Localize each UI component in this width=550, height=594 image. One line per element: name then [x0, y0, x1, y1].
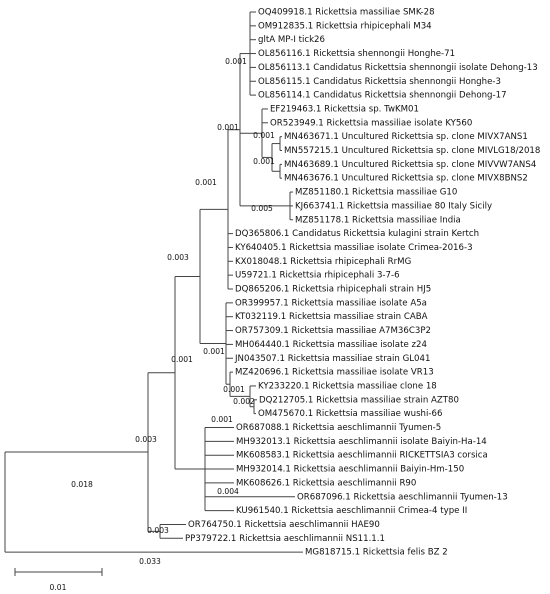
leaf-label: MK608583.1 Rickettsia aeschlimannii RICK… [236, 451, 488, 461]
leaf-label: JN043507.1 Rickettsia massiliae strain G… [234, 354, 430, 364]
branch-length-label: 0.001 [195, 178, 217, 187]
leaf-label: DQ365806.1 Candidatus Rickettsia kulagin… [235, 229, 479, 239]
leaf-label: OL856113.1 Candidatus Rickettsia shennon… [258, 63, 538, 73]
leaf-label: DQ212705.1 Rickettsia massiliae strain A… [259, 395, 459, 405]
branch-length-label: 0.033 [139, 557, 161, 566]
branch-length-label: 0.001 [253, 157, 275, 166]
leaf-label: EF219463.1 Rickettsia sp. TwKM01 [270, 104, 419, 114]
leaf-label: OR399957.1 Rickettsia massiliae isolate … [235, 298, 427, 308]
scale-label: 0.01 [50, 583, 67, 592]
leaf-label: KT032119.1 Rickettsia massiliae strain C… [235, 312, 428, 322]
leaf-label: OM912835.1 Rickettsia rhipicephali M34 [258, 21, 432, 31]
branch-length-label: 0.001 [217, 123, 239, 132]
leaf-label: OM475670.1 Rickettsia massiliae wushi-66 [258, 409, 442, 419]
branch-length-label: 0.003 [147, 526, 169, 535]
branch-length-label: 0.001 [203, 347, 225, 356]
branch-length-label: 0.001 [253, 131, 275, 140]
leaf-label: OL856116.1 Rickettsia shennongii Honghe-… [258, 49, 455, 59]
leaf-label: MZ851180.1 Rickettsia massiliae G10 [295, 188, 457, 198]
leaf-label: OL856114.1 Candidatus Rickettsia shennon… [258, 91, 507, 101]
leaf-label: MK608626.1 Rickettsia aeschlimannii R90 [236, 478, 416, 488]
leaf-label: DQ865206.1 Rickettsia rhipicephali strai… [235, 285, 431, 295]
branch-length-label: 0.001 [225, 57, 247, 66]
leaf-label: MZ420696.1 Rickettsia massiliae isolate … [235, 368, 434, 378]
leaf-label: KY640405.1 Rickettsia massiliae isolate … [235, 243, 473, 253]
leaf-label: PP379722.1 Rickettsia aeschlimannii NS11… [185, 534, 385, 544]
branch-length-label: 0.002 [233, 397, 255, 406]
leaf-label: MG818715.1 Rickettsia felis BZ 2 [305, 548, 448, 558]
branch-length-label: 0.003 [135, 435, 157, 444]
leaf-label: MH064440.1 Rickettsia massiliae isolate … [235, 340, 427, 350]
leaf-label: MH932014.1 Rickettsia aeschlimannii Baiy… [236, 465, 464, 475]
leaf-label: OL856115.1 Candidatus Rickettsia shennon… [258, 77, 501, 87]
branch-length-label: 0.005 [251, 204, 273, 213]
leaf-label: MH932013.1 Rickettsia aeschlimannii isol… [236, 437, 487, 447]
branch-length-label: 0.018 [71, 480, 93, 489]
leaf-label: KY233220.1 Rickettsia massiliae clone 18 [258, 381, 437, 391]
branch-length-label: 0.001 [171, 355, 193, 364]
leaf-label: MN463676.1 Uncultured Rickettsia sp. clo… [284, 174, 528, 184]
leaf-label: KX018048.1 Rickettsia rhipicephali RrMG [235, 257, 411, 267]
leaf-label: MN463671.1 Uncultured Rickettsia sp. clo… [284, 132, 528, 142]
leaf-label: MN463689.1 Uncultured Rickettsia sp. clo… [284, 160, 536, 170]
leaf-label: OR687096.1 Rickettsia aeschlimannii Tyum… [297, 492, 508, 502]
leaf-label: MN557215.1 Uncultured Rickettsia sp. clo… [284, 146, 540, 156]
branch-length-label: 0.001 [211, 415, 233, 424]
leaf-label: KU961540.1 Rickettsia aeschlimannii Crim… [236, 506, 467, 516]
leaf-label: U59721.1 Rickettsia rhipicephali 3-7-6 [235, 271, 400, 281]
branch-length-label: 0.003 [167, 253, 189, 262]
leaf-label: gltA MP-I tick26 [258, 35, 325, 45]
leaf-label: OR523949.1 Rickettsia massiliae isolate … [270, 118, 472, 128]
leaf-label: KJ663741.1 Rickettsia massiliae 80 Italy… [295, 201, 492, 211]
branch-length-label: 0.004 [217, 487, 239, 496]
branch-length-label: 0.001 [223, 385, 245, 394]
leaf-label: MZ851178.1 Rickettsia massiliae India [295, 215, 461, 225]
leaf-label: OR757309.1 Rickettsia massiliae A7M36C3P… [235, 326, 431, 336]
leaf-label: OQ409918.1 Rickettsia massiliae SMK-28 [258, 8, 435, 18]
leaf-label: OR764750.1 Rickettsia aeschlimannii HAE9… [188, 520, 380, 530]
leaf-label: OR687088.1 Rickettsia aeschlimannii Tyum… [236, 423, 441, 433]
